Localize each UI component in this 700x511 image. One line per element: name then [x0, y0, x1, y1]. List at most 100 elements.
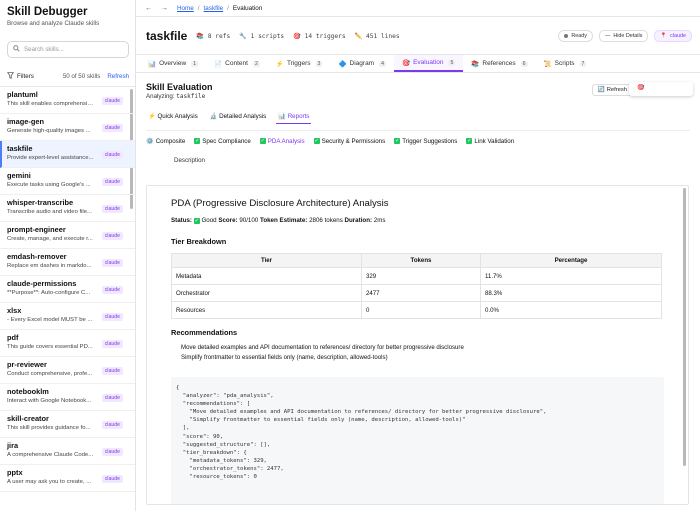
skill-description: Execute tasks using Google's ... [7, 182, 91, 188]
skill-item-pr-reviewer[interactable]: pr-reviewer Conduct comprehensive, profe… [0, 357, 135, 384]
table-cell: 329 [361, 267, 481, 285]
table-cell: Metadata [171, 267, 362, 285]
analyzer-tab-security-permissions[interactable]: ✓ Security & Permissions [313, 137, 385, 145]
skill-item-emdash-remover[interactable]: emdash-remover Replace em dashes in mark… [0, 249, 135, 276]
table-row: Metadata 329 11.7% [171, 267, 662, 285]
ready-label: Ready [571, 32, 587, 39]
filters-label[interactable]: Filters [17, 72, 34, 80]
skill-description: - Every Excel model MUST be ... [7, 317, 93, 323]
ready-status[interactable]: Ready [558, 29, 593, 42]
skill-item-jira[interactable]: jira A comprehensive Claude Code... clau… [0, 438, 135, 465]
skill-name: taskfile [7, 144, 33, 153]
analyzer-tab-label: Composite [155, 137, 186, 145]
tab-content[interactable]: 📄 Content 2 [206, 55, 268, 72]
report-scrollbar[interactable] [683, 188, 686, 466]
skill-description: **Purpose**: Auto-configure C... [7, 290, 91, 296]
skill-item-taskfile[interactable]: taskfile Provide expert-level assistance… [0, 141, 135, 168]
analyzing-line: Analyzing: taskfile [146, 93, 206, 100]
skill-item-pdf[interactable]: pdf This guide covers essential PD... cl… [0, 330, 135, 357]
skill-item-notebooklm[interactable]: notebooklm Interact with Google Notebook… [0, 384, 135, 411]
skill-name: image-gen [7, 117, 44, 126]
skill-item-skill-creator[interactable]: skill-creator This skill provides guidan… [0, 411, 135, 438]
skill-description: This skill provides guidance fo... [7, 425, 91, 431]
tab-bar: 📊 Overview 1 📄 Content 2 ⚡ Triggers 3 🔷 Diagram 4 🎯 E… [136, 54, 700, 73]
skill-item-gemini[interactable]: gemini Execute tasks using Google's ... … [0, 168, 135, 195]
analyzer-tab-spec-compliance[interactable]: ✓ Spec Compliance [194, 137, 251, 145]
analyzer-tab-pda-analysis[interactable]: ✓ PDA Analysis [259, 137, 305, 145]
refs-count: 8 refs [207, 32, 231, 40]
search-input[interactable] [24, 46, 123, 53]
app-title: Skill Debugger [7, 6, 88, 18]
mode-quick-analysis[interactable]: ⚡ Quick Analysis [148, 113, 198, 120]
table-cell: 0.0% [480, 301, 662, 319]
skill-name: xlsx [7, 306, 22, 315]
breadcrumb-home[interactable]: Home [177, 4, 194, 12]
status-line: Status: ✓ Good Score: 90/100 Token Estim… [171, 217, 386, 224]
skill-tag: claude [101, 394, 123, 402]
code-line: "resource_tokens": 0 [176, 474, 257, 481]
analyzer-tab-link-validation[interactable]: ✓ Link Validation [466, 137, 514, 145]
code-line: "tier_breakdown": { [176, 449, 247, 456]
mode-reports[interactable]: 📊 Reports [276, 112, 312, 124]
tab-references[interactable]: 📚 References 6 [463, 55, 535, 72]
table-row: Orchestrator 2477 88.3% [171, 284, 662, 302]
description-tab[interactable]: Description [174, 157, 205, 164]
skill-item-pptx[interactable]: pptx A user may ask you to create, ... c… [0, 465, 135, 492]
target-button[interactable]: 🎯 [629, 82, 693, 96]
tab-overview[interactable]: 📊 Overview 1 [140, 55, 206, 72]
analysis-mode-tabs: ⚡ Quick Analysis 🔬 Detailed Analysis 📊 R… [146, 112, 690, 124]
tab-triggers[interactable]: ⚡ Triggers 3 [268, 55, 331, 72]
tab-label: Evaluation [413, 59, 444, 66]
tab-scripts[interactable]: 📜 Scripts 7 [536, 55, 595, 72]
mode-detailed-analysis[interactable]: 🔬 Detailed Analysis [209, 113, 267, 120]
skill-tag: claude [101, 286, 123, 294]
skill-description: Interact with Google Notebook... [7, 398, 92, 404]
tab-number: 1 [191, 60, 199, 67]
col-percentage: Percentage [480, 253, 662, 268]
triggers-count: 14 triggers [304, 32, 346, 40]
skill-item-whisper-transcribe[interactable]: whisper-transcribe Transcribe audio and … [0, 195, 135, 222]
skill-tag: claude [101, 448, 123, 456]
tab-diagram[interactable]: 🔷 Diagram 4 [330, 55, 394, 72]
skill-item-xlsx[interactable]: xlsx - Every Excel model MUST be ... cla… [0, 303, 135, 330]
skill-tag: claude [101, 340, 123, 348]
skill-name: prompt-engineer [7, 225, 66, 234]
hide-details-button[interactable]: — Hide Details [598, 29, 649, 42]
recommendation-item: Simplify frontmatter to essential fields… [181, 354, 388, 361]
report-panel: PDA (Progressive Disclosure Architecture… [146, 185, 689, 505]
skill-item-claude-permissions[interactable]: claude-permissions **Purpose**: Auto-con… [0, 276, 135, 303]
table-cell: Resources [171, 301, 362, 319]
analyzer-tab-composite[interactable]: ⚙️ Composite [146, 137, 186, 146]
skill-tag: claude [101, 124, 123, 132]
chart-icon: 📊 [148, 60, 157, 68]
pencil-icon: ✏️ [354, 32, 363, 40]
check-icon: ✓ [259, 138, 266, 144]
breadcrumb-skill[interactable]: taskfile [203, 4, 224, 12]
chart-icon: 📊 [278, 113, 286, 120]
skill-name: emdash-remover [7, 252, 67, 261]
skill-tag: claude [101, 313, 123, 321]
duration-value: 2ms [373, 217, 386, 224]
skill-item-plantuml[interactable]: plantuml This skill enables comprehensiv… [0, 87, 135, 114]
status-dot-icon [564, 33, 569, 38]
forward-arrow-icon[interactable]: → [161, 4, 168, 12]
check-icon: ✓ [394, 138, 401, 144]
tab-evaluation[interactable]: 🎯 Evaluation 5 [393, 55, 464, 72]
check-icon: ✓ [193, 218, 200, 224]
analyzer-tab-trigger-suggestions[interactable]: ✓ Trigger Suggestions [394, 137, 457, 145]
refresh-icon: 🔄 [597, 87, 606, 93]
check-icon: ✓ [466, 138, 473, 144]
refresh-link[interactable]: Refresh [107, 72, 129, 80]
tab-number: 6 [520, 60, 528, 67]
search-box[interactable] [7, 41, 129, 58]
refresh-button[interactable]: 🔄 Refresh [591, 84, 633, 96]
minus-icon: — [604, 32, 611, 39]
skill-item-image-gen[interactable]: image-gen Generate high-quality images .… [0, 114, 135, 141]
back-arrow-icon[interactable]: ← [145, 4, 152, 12]
refs-icon: 📚 [196, 32, 205, 40]
code-line: "orchestrator_tokens": 2477, [176, 465, 284, 472]
filter-icon[interactable] [7, 71, 14, 81]
skill-item-prompt-engineer[interactable]: prompt-engineer Create, manage, and exec… [0, 222, 135, 249]
skill-name: pptx [7, 468, 23, 477]
tab-number: 7 [579, 60, 587, 67]
